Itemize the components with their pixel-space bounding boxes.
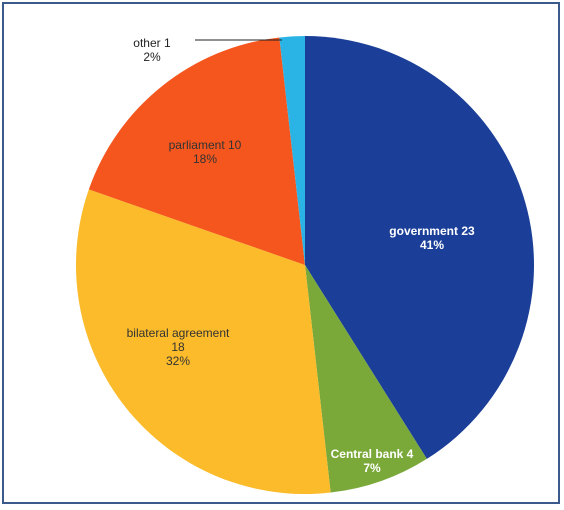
slice-value: 10 xyxy=(228,138,242,152)
pie-slice xyxy=(305,36,534,459)
pie-slice xyxy=(305,265,427,493)
slice-percent: 18% xyxy=(193,152,217,166)
pie-slice xyxy=(75,189,331,494)
slice-label: other 1 xyxy=(133,36,171,50)
slice-value: 1 xyxy=(164,36,171,50)
slice-name: bilateral agreement xyxy=(127,326,230,340)
slice-label: Central bank 4 xyxy=(331,447,414,461)
slice-percent: 7% xyxy=(363,461,381,475)
slice-value: 4 xyxy=(407,447,414,461)
slice-label: bilateral agreement xyxy=(127,326,230,340)
slice-percent: 32% xyxy=(166,354,190,368)
pie-slice xyxy=(88,37,306,265)
slice-name: government xyxy=(389,224,458,238)
slice-label: parliament 10 xyxy=(169,138,242,152)
pie-slice xyxy=(279,36,305,265)
slice-name: other xyxy=(133,36,160,50)
slice-label: 18 xyxy=(171,340,185,354)
slice-value: 23 xyxy=(461,224,475,238)
slice-percent: 41% xyxy=(420,238,444,252)
slice-percent: 2% xyxy=(143,50,161,64)
slice-value: 18 xyxy=(171,340,185,354)
slice-name: parliament xyxy=(169,138,226,152)
slice-name: Central bank xyxy=(331,447,404,461)
slice-label: government 23 xyxy=(389,224,475,238)
